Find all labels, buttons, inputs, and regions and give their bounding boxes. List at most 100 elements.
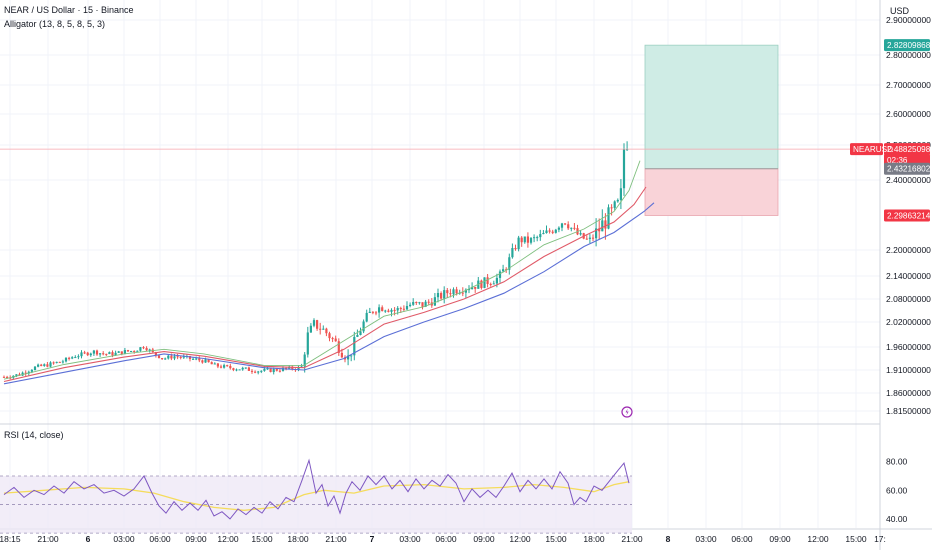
candle-down xyxy=(449,293,452,295)
candle-down xyxy=(520,237,523,243)
time-axis-label: 15:00 xyxy=(845,534,867,544)
candle-down xyxy=(269,368,272,373)
candle-down xyxy=(226,365,229,367)
candle-up xyxy=(164,358,167,360)
candle-up xyxy=(579,233,582,235)
symbol-badge-bg xyxy=(850,143,883,156)
candle-up xyxy=(626,149,629,151)
candle-down xyxy=(83,352,86,354)
candle-up xyxy=(235,369,238,371)
candle-up xyxy=(114,352,117,356)
time-axis-label: 06:00 xyxy=(731,534,753,544)
candle-down xyxy=(573,227,576,229)
candle-down xyxy=(514,248,517,250)
candle-down xyxy=(275,369,278,371)
candle-down xyxy=(142,347,145,349)
candle-down xyxy=(489,283,492,285)
candle-down xyxy=(455,289,458,294)
candle-up xyxy=(49,362,52,367)
price-axis-label: 2.14000000 xyxy=(886,271,931,281)
price-axis-label: 2.40000000 xyxy=(886,175,931,185)
axes: 2.90000000 2.80000000 2.70000000 2.60000000… xyxy=(0,15,931,544)
candle-up xyxy=(529,238,533,243)
candle-up xyxy=(365,312,368,322)
time-axis-label: 15:00 xyxy=(251,534,273,544)
alligator-legend[interactable]: Alligator (13, 8, 5, 8, 5, 3) xyxy=(4,19,106,29)
candle-up xyxy=(464,289,467,293)
candle-down xyxy=(446,290,449,294)
rsi-line xyxy=(3,458,630,520)
candle-up xyxy=(306,332,309,355)
stop-loss-zone xyxy=(644,168,779,216)
candle-down xyxy=(440,293,443,299)
candle-up xyxy=(257,371,260,373)
symbol-title[interactable]: NEAR / US Dollar · 15 · Binance xyxy=(4,5,134,15)
time-axis-label: 8 xyxy=(666,534,671,544)
candle-down xyxy=(232,368,235,370)
candle-down xyxy=(219,366,223,368)
candle-up xyxy=(418,302,421,304)
candle-up xyxy=(322,328,325,330)
candle-up xyxy=(616,199,619,202)
time-axis-label: 7 xyxy=(370,534,375,544)
time-axis-label: 09:00 xyxy=(185,534,207,544)
candle-up xyxy=(92,350,95,354)
candle-up xyxy=(33,366,37,371)
entry-badge: 2.43216802 xyxy=(887,165,931,174)
rsi-lines xyxy=(3,458,630,520)
candle-down xyxy=(250,370,254,372)
candle-up xyxy=(204,359,207,363)
candle-down xyxy=(337,341,340,353)
candle-up xyxy=(238,369,241,371)
candle-down xyxy=(334,338,337,342)
time-axis-label: 6 xyxy=(86,534,91,544)
price-axis-label: 2.60000000 xyxy=(886,109,931,119)
candle-up xyxy=(390,309,393,312)
candle-up xyxy=(77,356,80,358)
currency-button[interactable]: USD xyxy=(890,6,910,16)
candle-up xyxy=(303,354,306,367)
candle-down xyxy=(415,302,418,304)
candle-down xyxy=(421,302,424,307)
candle-down xyxy=(331,338,334,340)
last-price-badge-bg xyxy=(884,143,930,156)
time-axis-label: 21:00 xyxy=(37,534,59,544)
candle-down xyxy=(201,360,204,363)
candle-down xyxy=(105,353,108,355)
candle-down xyxy=(2,376,6,378)
candle-up xyxy=(139,347,142,351)
candle-up xyxy=(148,349,151,351)
candle-down xyxy=(216,363,219,367)
price-axis-label: 2.70000000 xyxy=(886,80,931,90)
candle-up xyxy=(536,237,539,239)
alligator-jaw-line xyxy=(3,202,655,385)
candle-down xyxy=(170,355,173,359)
candle-up xyxy=(136,350,139,352)
candle-up xyxy=(266,368,269,370)
candle-up xyxy=(607,207,610,229)
last-price-badge: 2.48825098 xyxy=(887,145,931,154)
alligator-teeth-line xyxy=(3,186,647,383)
candle-down xyxy=(102,353,105,355)
time-axis-label: 12:00 xyxy=(217,534,239,544)
candle-up xyxy=(272,369,275,373)
candle-up xyxy=(173,356,176,359)
candle-up xyxy=(61,361,64,363)
candle-up xyxy=(99,353,102,355)
candle-up xyxy=(309,325,312,333)
candle-up xyxy=(43,364,46,366)
candle-down xyxy=(325,328,328,334)
candle-down xyxy=(474,286,477,289)
rsi-legend[interactable]: RSI (14, close) xyxy=(4,430,64,440)
candle-up xyxy=(452,289,455,295)
candle-up xyxy=(130,350,133,352)
candle-down xyxy=(68,357,71,359)
rsi-axis-label: 80.00 xyxy=(886,457,908,467)
candle-up xyxy=(74,357,77,359)
candle-up xyxy=(483,277,486,288)
time-axis-label: 12:00 xyxy=(807,534,829,544)
long-position-tool[interactable] xyxy=(644,44,779,216)
candle-up xyxy=(384,310,387,312)
stop-loss-badge: 2.29863214 xyxy=(887,211,931,220)
